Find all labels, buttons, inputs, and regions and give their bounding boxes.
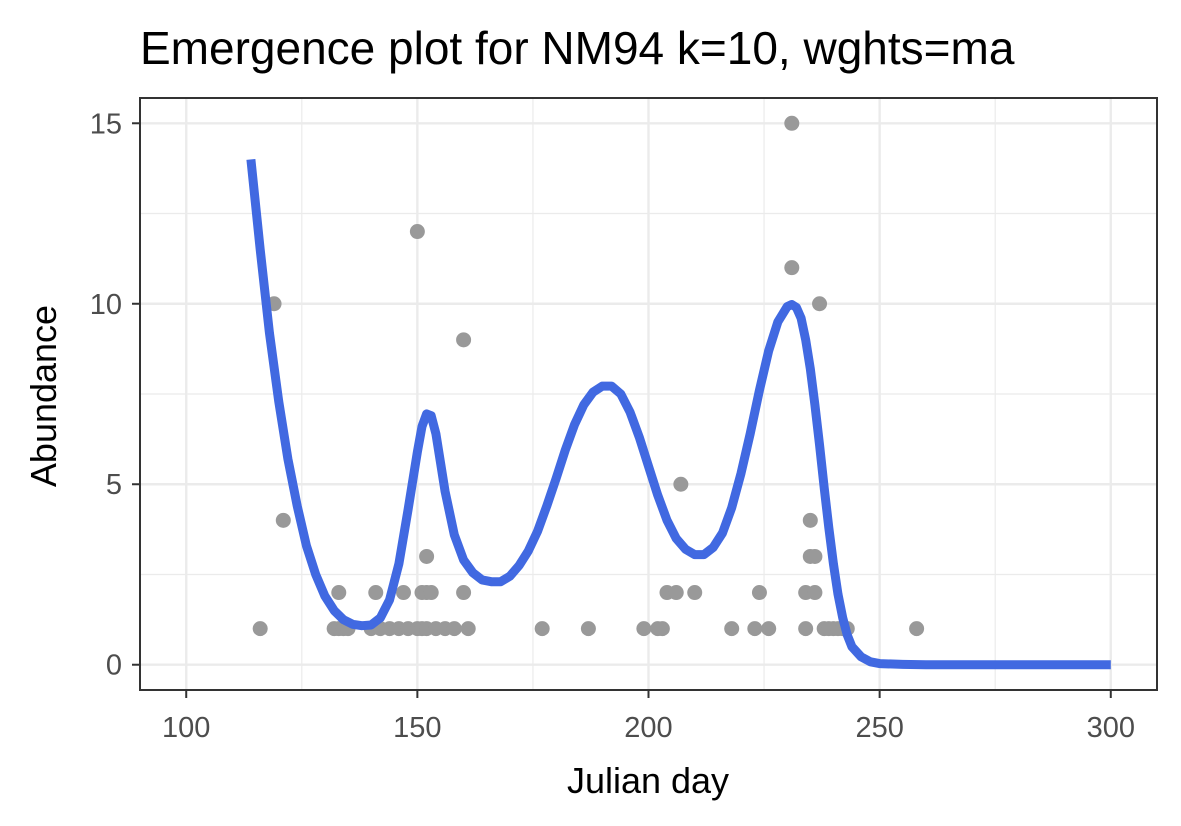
data-point (460, 621, 476, 637)
y-tick-label: 0 (106, 650, 122, 682)
fitted-curve-layer (246, 158, 1111, 670)
data-point (580, 621, 596, 637)
data-point (798, 621, 814, 637)
chart-title: Emergence plot for NM94 k=10, wghts=ma (140, 22, 1015, 74)
grid-lines (140, 98, 1157, 690)
data-point (687, 585, 703, 601)
data-point (807, 585, 823, 601)
y-tick-label: 15 (90, 108, 122, 140)
data-point (751, 585, 767, 601)
data-point (807, 548, 823, 564)
data-point (456, 332, 472, 348)
data-points (252, 115, 925, 637)
data-point (368, 585, 384, 601)
data-point (747, 621, 763, 637)
data-point (784, 115, 800, 131)
data-point (909, 621, 925, 637)
data-point (534, 621, 550, 637)
x-tick-label: 100 (162, 712, 210, 744)
data-point (409, 224, 425, 240)
x-axis-label: Julian day (567, 760, 729, 801)
y-axis-label: Abundance (23, 305, 64, 487)
data-point (784, 260, 800, 276)
data-point (812, 296, 828, 312)
y-axis-ticks: 0 5 10 15 (90, 108, 140, 682)
data-point (423, 585, 439, 601)
y-tick-label: 5 (106, 469, 122, 501)
data-point (724, 621, 740, 637)
data-point (802, 512, 818, 528)
data-point (668, 585, 684, 601)
x-tick-label: 200 (624, 712, 672, 744)
data-point (456, 585, 472, 601)
x-tick-label: 300 (1087, 712, 1135, 744)
data-point (252, 621, 268, 637)
data-point (419, 548, 435, 564)
data-point (673, 476, 689, 492)
data-point (446, 621, 462, 637)
data-point (331, 585, 347, 601)
x-axis-ticks: 100 150 200 250 300 (162, 690, 1135, 744)
data-point (636, 621, 652, 637)
plot-panel (139, 97, 1158, 691)
x-tick-label: 150 (393, 712, 441, 744)
data-point (395, 585, 411, 601)
data-point (654, 621, 670, 637)
y-tick-label: 10 (90, 289, 122, 321)
fitted-curve (246, 158, 1111, 670)
x-tick-label: 250 (855, 712, 903, 744)
data-point (761, 621, 777, 637)
data-point (275, 512, 291, 528)
